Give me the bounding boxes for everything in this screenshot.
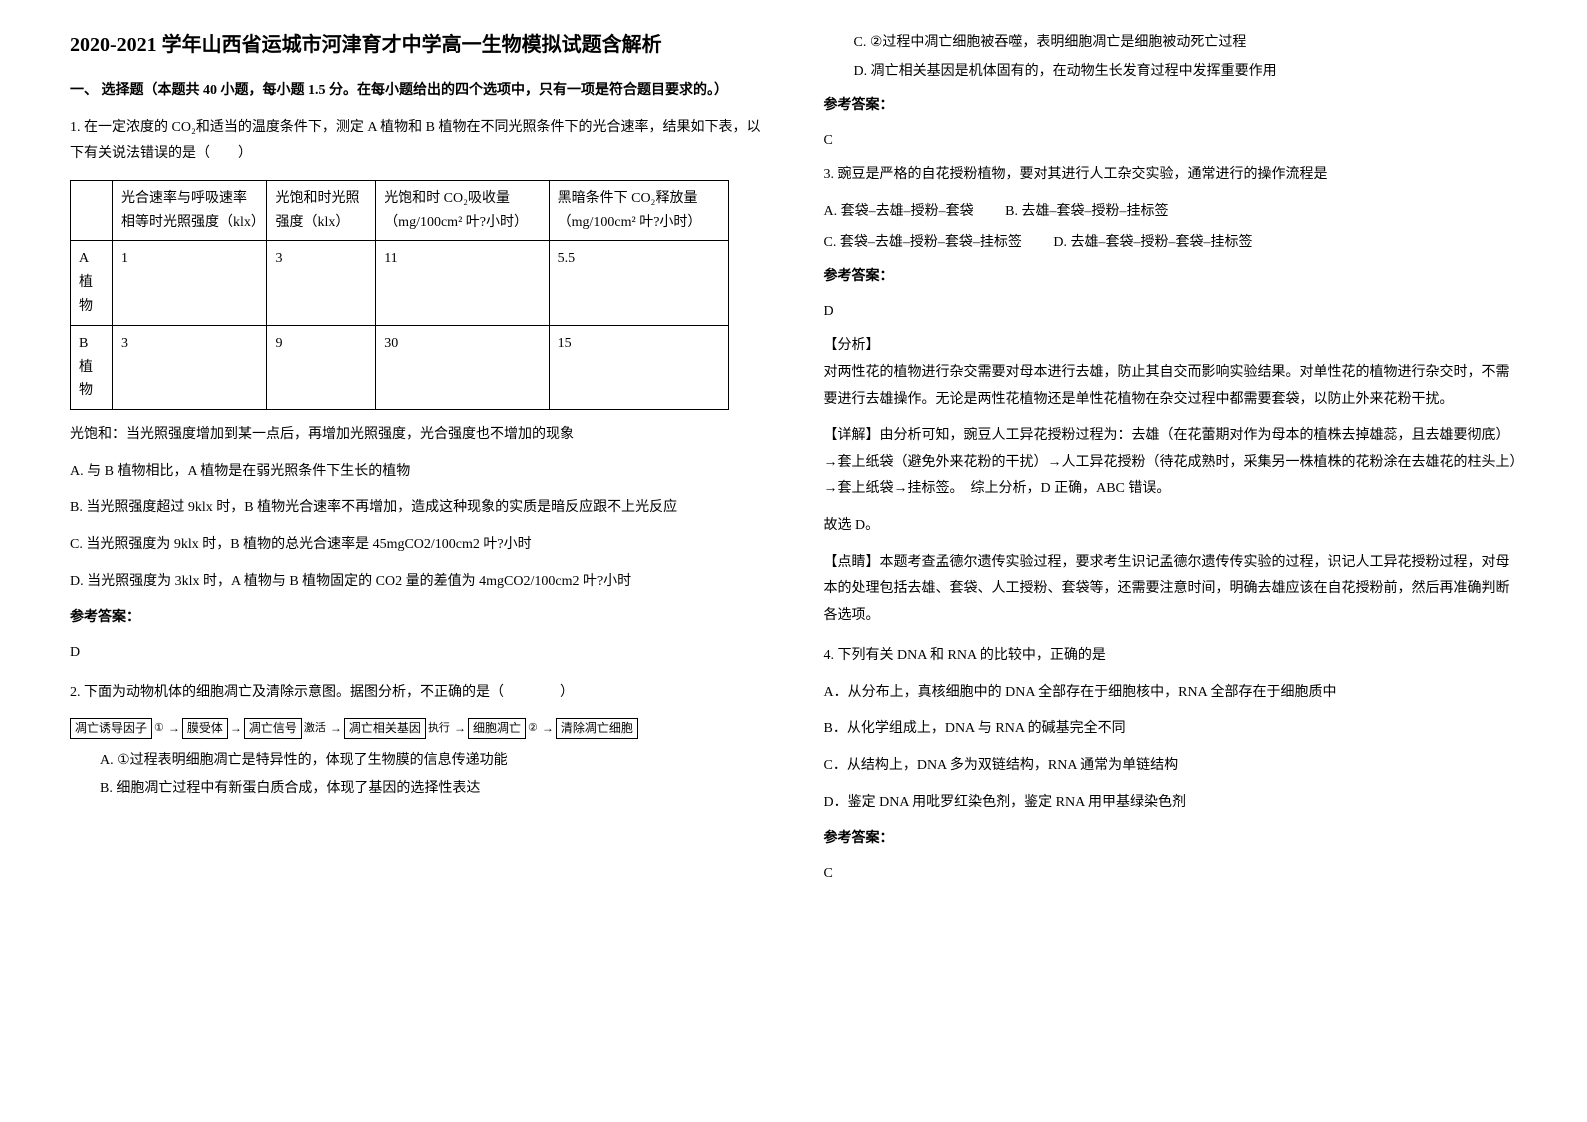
table-cell: 光饱和时 CO₂吸收量（mg/100cm² 叶?小时） (376, 180, 549, 241)
q4-option-a: A．从分布上，真核细胞中的 DNA 全部存在于细胞核中，RNA 全部存在于细胞质… (824, 680, 1518, 707)
arrow-icon: → (166, 717, 182, 740)
arrow-icon: → (228, 717, 244, 740)
q3-detail: 【详解】由分析可知，豌豆人工异花授粉过程为：去雄（在花蕾期对作为母本的植株去掉雄… (824, 423, 1518, 503)
answer-label: 参考答案： (824, 93, 1518, 120)
q4-option-c: C．从结构上，DNA 多为双链结构，RNA 通常为单链结构 (824, 753, 1518, 780)
table-cell: B 植物 (71, 325, 113, 409)
q1-stem: 1. 在一定浓度的 CO₂和适当的温度条件下，测定 A 植物和 B 植物在不同光… (70, 115, 764, 168)
q4-option-b: B．从化学组成上，DNA 与 RNA 的碱基完全不同 (824, 716, 1518, 743)
left-column: 2020-2021 学年山西省运城市河津育才中学高一生物模拟试题含解析 一、 选… (40, 30, 794, 1092)
q2-option-c: C. ②过程中凋亡细胞被吞噬，表明细胞凋亡是细胞被动死亡过程 (854, 30, 1518, 57)
flow-label: 激活 (302, 718, 328, 739)
point-label: 【点睛】 (824, 555, 880, 570)
flow-node: 凋亡诱导因子 (70, 718, 152, 740)
q2-option-d: D. 凋亡相关基因是机体固有的，在动物生长发育过程中发挥重要作用 (854, 59, 1518, 86)
analysis-label: 【分析】 (824, 333, 1518, 360)
table-cell (71, 180, 113, 241)
answer-label: 参考答案： (70, 605, 764, 632)
table-cell: 9 (267, 325, 376, 409)
q3-analysis: 对两性花的植物进行杂交需要对母本进行去雄，防止其自交而影响实验结果。对单性花的植… (824, 360, 1518, 413)
q3-answer: D (824, 299, 1518, 326)
detail-label: 【详解】 (824, 428, 880, 443)
q2-stem: 2. 下面为动物机体的细胞凋亡及清除示意图。据图分析，不正确的是（ ） (70, 680, 764, 707)
flow-label: ② (526, 718, 540, 739)
table-row: A 植物 1 3 11 5.5 (71, 241, 729, 325)
q4-option-d: D．鉴定 DNA 用吡罗红染色剂，鉴定 RNA 用甲基绿染色剂 (824, 790, 1518, 817)
q2-flowchart: 凋亡诱导因子 ① → 膜受体 → 凋亡信号 激活 → 凋亡相关基因 执行 → 细… (70, 717, 764, 740)
table-cell: 1 (112, 241, 267, 325)
flow-label: ① (152, 718, 166, 739)
q4-answer: C (824, 861, 1518, 888)
question-2: 2. 下面为动物机体的细胞凋亡及清除示意图。据图分析，不正确的是（ ） 凋亡诱导… (70, 680, 764, 803)
q3-options-ab: A. 套袋–去雄–授粉–套袋 B. 去雄–套袋–授粉–挂标签 (824, 199, 1518, 226)
table-row: B 植物 3 9 30 15 (71, 325, 729, 409)
q2-option-b: B. 细胞凋亡过程中有新蛋白质合成，体现了基因的选择性表达 (100, 776, 764, 803)
table-cell: 30 (376, 325, 549, 409)
table-cell: 光合速率与呼吸速率相等时光照强度（klx） (112, 180, 267, 241)
q3-options-cd: C. 套袋–去雄–授粉–套袋–挂标签 D. 去雄–套袋–授粉–套袋–挂标签 (824, 230, 1518, 257)
question-1: 1. 在一定浓度的 CO₂和适当的温度条件下，测定 A 植物和 B 植物在不同光… (70, 115, 764, 667)
arrow-icon: → (328, 717, 344, 740)
q3-conclusion: 故选 D。 (824, 513, 1518, 540)
q1-option-a: A. 与 B 植物相比，A 植物是在弱光照条件下生长的植物 (70, 459, 764, 486)
table-cell: 15 (549, 325, 728, 409)
arrow-icon: → (452, 717, 468, 740)
flow-node: 凋亡信号 (244, 718, 302, 740)
q1-option-b: B. 当光照强度超过 9klx 时，B 植物光合速率不再增加，造成这种现象的实质… (70, 495, 764, 522)
q4-stem: 4. 下列有关 DNA 和 RNA 的比较中，正确的是 (824, 643, 1518, 670)
table-header-row: 光合速率与呼吸速率相等时光照强度（klx） 光饱和时光照强度（klx） 光饱和时… (71, 180, 729, 241)
table-cell: 5.5 (549, 241, 728, 325)
table-cell: 3 (112, 325, 267, 409)
point-text: 本题考查孟德尔遗传实验过程，要求考生识记孟德尔遗传传实验的过程，识记人工异花授粉… (824, 555, 1510, 623)
detail-text: 由分析可知，豌豆人工异花授粉过程为：去雄（在花蕾期对作为母本的植株去掉雄蕊，且去… (824, 428, 1517, 496)
q2-option-a: A. ①过程表明细胞凋亡是特异性的，体现了生物膜的信息传递功能 (100, 748, 764, 775)
section-header: 一、 选择题（本题共 40 小题，每小题 1.5 分。在每小题给出的四个选项中，… (70, 78, 764, 105)
table-cell: 11 (376, 241, 549, 325)
flow-label: 执行 (426, 718, 452, 739)
q1-answer: D (70, 640, 764, 667)
arrow-icon: → (540, 717, 556, 740)
flow-node: 膜受体 (182, 718, 228, 740)
question-4: 4. 下列有关 DNA 和 RNA 的比较中，正确的是 A．从分布上，真核细胞中… (824, 643, 1518, 887)
answer-label: 参考答案： (824, 264, 1518, 291)
q1-option-c: C. 当光照强度为 9klx 时，B 植物的总光合速率是 45mgCO2/100… (70, 532, 764, 559)
right-column: C. ②过程中凋亡细胞被吞噬，表明细胞凋亡是细胞被动死亡过程 D. 凋亡相关基因… (794, 30, 1548, 1092)
flow-node: 细胞凋亡 (468, 718, 526, 740)
answer-label: 参考答案： (824, 826, 1518, 853)
table-cell: A 植物 (71, 241, 113, 325)
table-cell: 黑暗条件下 CO₂释放量（mg/100cm² 叶?小时） (549, 180, 728, 241)
q1-table: 光合速率与呼吸速率相等时光照强度（klx） 光饱和时光照强度（klx） 光饱和时… (70, 180, 729, 410)
question-3: 3. 豌豆是严格的自花授粉植物，要对其进行人工杂交实验，通常进行的操作流程是 A… (824, 162, 1518, 629)
flow-node: 清除凋亡细胞 (556, 718, 638, 740)
q3-stem: 3. 豌豆是严格的自花授粉植物，要对其进行人工杂交实验，通常进行的操作流程是 (824, 162, 1518, 189)
q1-note: 光饱和：当光照强度增加到某一点后，再增加光照强度，光合强度也不增加的现象 (70, 422, 764, 449)
q2-answer: C (824, 128, 1518, 155)
table-cell: 3 (267, 241, 376, 325)
flow-node: 凋亡相关基因 (344, 718, 426, 740)
q3-point: 【点睛】本题考查孟德尔遗传实验过程，要求考生识记孟德尔遗传传实验的过程，识记人工… (824, 550, 1518, 630)
document-title: 2020-2021 学年山西省运城市河津育才中学高一生物模拟试题含解析 (70, 30, 764, 60)
q1-option-d: D. 当光照强度为 3klx 时，A 植物与 B 植物固定的 CO2 量的差值为… (70, 569, 764, 596)
table-cell: 光饱和时光照强度（klx） (267, 180, 376, 241)
